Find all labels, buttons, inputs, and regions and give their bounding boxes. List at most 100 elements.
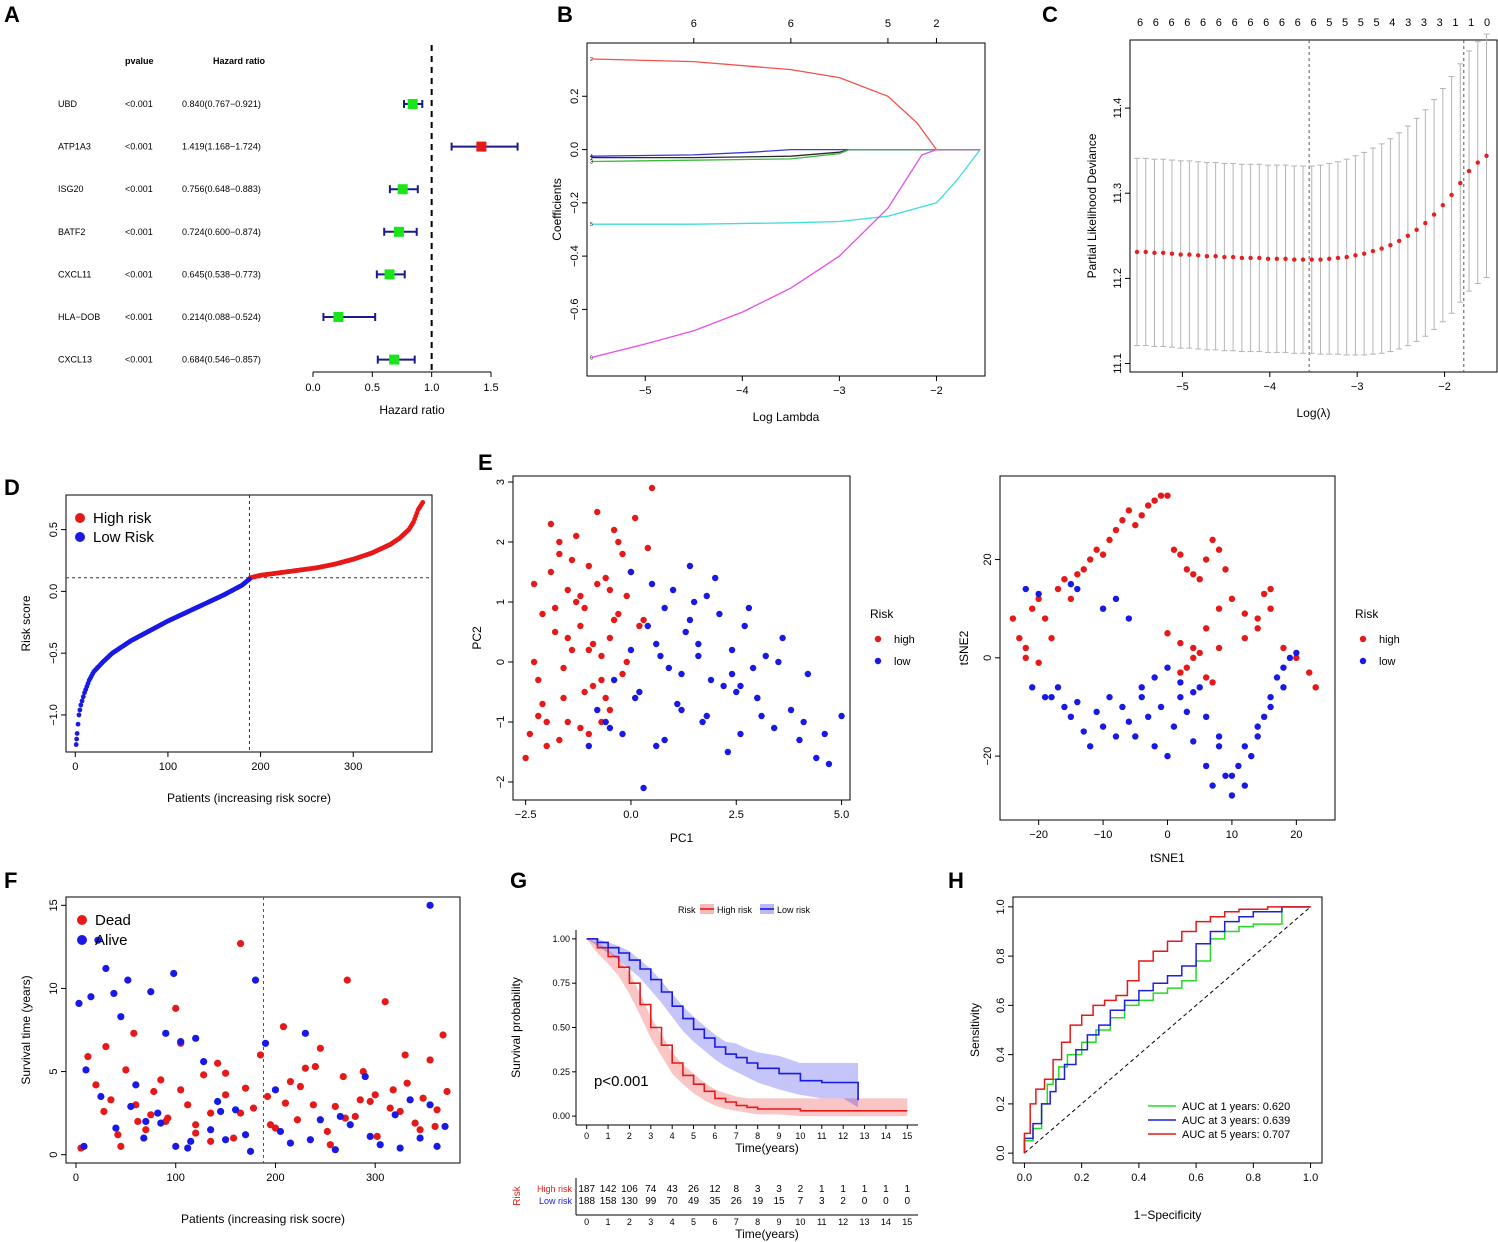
x-axis-label: Patients (increasing risk socre) (167, 791, 331, 805)
patient-point (154, 1109, 162, 1117)
sample-point (1196, 576, 1203, 583)
pvalue-value: <0.001 (125, 269, 153, 279)
sample-point (787, 706, 795, 714)
path-end-label: 3 (590, 160, 593, 166)
sample-point (1022, 585, 1029, 593)
patient-point (84, 1053, 92, 1061)
sample-point (728, 670, 736, 678)
y-tick-label: 3 (495, 479, 507, 485)
patient-point (200, 1071, 208, 1079)
patient-point (114, 1131, 122, 1139)
deviance-point (1283, 256, 1288, 261)
x-tick-label: 0 (73, 1172, 79, 1184)
y-tick-label: 0.25 (552, 1067, 570, 1077)
sample-point (581, 688, 588, 696)
sample-point (1099, 723, 1107, 730)
top-tick-label: 5 (1374, 17, 1380, 29)
patient-point (263, 1092, 272, 1101)
patient-point (339, 1072, 347, 1081)
patient-point (256, 1051, 265, 1059)
sample-point (585, 562, 593, 570)
sample-point (547, 568, 555, 576)
patient-point (331, 1102, 339, 1111)
deviance-point (1204, 254, 1210, 259)
x-tick-label: 0.0 (623, 809, 638, 821)
x-tick-label: 300 (366, 1172, 384, 1184)
patient-point (371, 1091, 379, 1099)
deviance-point (1230, 254, 1236, 260)
sample-point (1241, 782, 1249, 789)
deviance-point (1379, 246, 1384, 251)
deviance-point (1143, 249, 1148, 255)
sample-point (749, 664, 757, 672)
sample-point (737, 682, 744, 690)
sample-point (564, 718, 571, 726)
sample-point (1254, 615, 1261, 622)
sample-point (1125, 615, 1133, 622)
risk-table-tick: 6 (712, 1217, 717, 1227)
sample-point (1132, 521, 1139, 529)
top-tick-label: 1 (1452, 17, 1458, 29)
risk-table-count: 0 (883, 1196, 889, 1207)
risk-point (79, 698, 85, 704)
pvalue-value: <0.001 (125, 227, 153, 237)
sample-point (606, 724, 614, 732)
legend-label: low (1379, 656, 1396, 668)
x-tick-label: 100 (159, 761, 177, 773)
hazard-ratio-value: 0.724(0.600−0.874) (182, 227, 261, 237)
patient-point (231, 1106, 240, 1114)
y-tick-label: 0.0 (995, 1145, 1007, 1160)
legend-marker (75, 513, 85, 523)
patient-point (110, 989, 118, 998)
sample-point (1215, 605, 1223, 612)
sample-point (1067, 580, 1075, 588)
x-tick-label: 12 (838, 1131, 848, 1141)
sample-point (610, 526, 618, 534)
patient-point (162, 1029, 170, 1037)
patient-point (142, 1117, 150, 1126)
x-tick-label: 0.6 (1188, 1172, 1203, 1184)
sample-point (1125, 507, 1133, 514)
sample-point (598, 676, 605, 684)
sample-point (1144, 713, 1152, 720)
deviance-point (1257, 255, 1262, 261)
x-tick-label: 1.5 (483, 382, 498, 394)
deviance-point (1405, 233, 1411, 238)
pvalue-value: <0.001 (125, 184, 153, 194)
deviance-point (1353, 253, 1358, 258)
top-tick-label: 6 (1247, 17, 1253, 29)
top-tick-label: 6 (691, 18, 697, 30)
patient-point (214, 1059, 222, 1067)
patient-point (87, 993, 95, 1001)
top-tick-label: 4 (1389, 17, 1395, 29)
x-tick-label: 5.0 (834, 809, 849, 821)
x-tick-label: 6 (712, 1131, 717, 1141)
sample-point (602, 718, 609, 726)
patient-point (249, 1104, 258, 1112)
deviance-point (1318, 257, 1323, 262)
patient-point (107, 1096, 115, 1104)
deviance-point (1484, 153, 1489, 158)
legend-label: AUC at 3 years: 0.639 (1182, 1115, 1290, 1127)
risk-table-count: 49 (688, 1196, 700, 1207)
patient-point (142, 1126, 150, 1134)
y-tick-label: 11.3 (1112, 183, 1124, 204)
hazard-ratio-value: 0.214(0.088−0.524) (182, 312, 261, 322)
sample-point (522, 754, 529, 762)
y-tick-label: 1.0 (995, 899, 1007, 914)
sample-point (1280, 684, 1287, 691)
hazard-ratio-header: Hazard ratio (213, 56, 266, 66)
plot-frame (512, 475, 851, 801)
y-axis-label: Partial Likelihood Deviance (1085, 133, 1099, 278)
y-tick-label: −0.4 (569, 245, 581, 267)
top-tick-label: 6 (1137, 17, 1143, 29)
risk-table-count: 106 (621, 1184, 638, 1195)
sample-point (564, 634, 571, 642)
sample-point (606, 706, 614, 714)
patient-point (373, 1132, 381, 1140)
sample-point (568, 556, 576, 564)
sample-point (686, 616, 694, 624)
pvalue-value: <0.001 (125, 142, 153, 152)
top-tick-label: 6 (1216, 17, 1222, 29)
sample-point (703, 712, 710, 720)
